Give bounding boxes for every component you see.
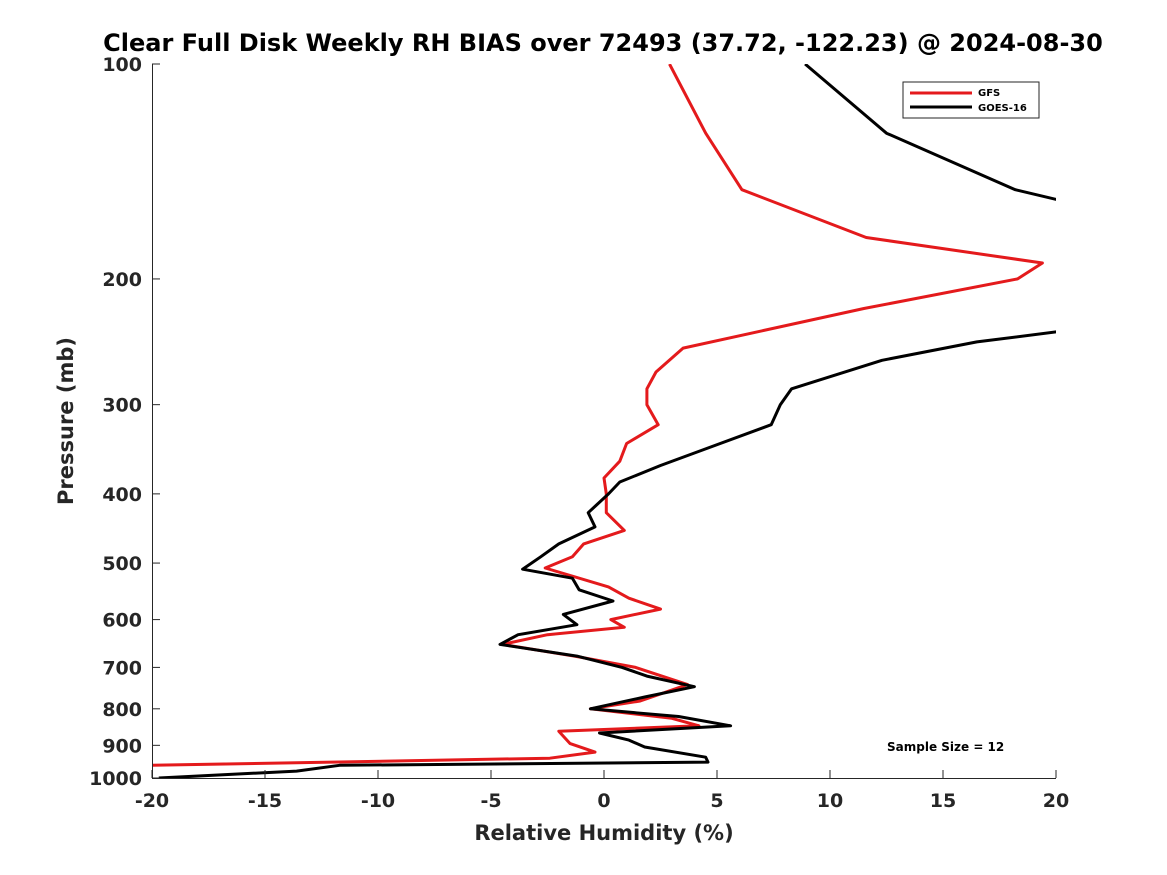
legend-box — [902, 81, 1040, 119]
legend: GFS GOES-16 — [902, 81, 1040, 119]
y-tick-label: 100 — [102, 54, 142, 76]
y-tick-label: 300 — [102, 395, 142, 417]
x-tick-label: 5 — [710, 790, 723, 812]
chart-title: Clear Full Disk Weekly RH BIAS over 7249… — [103, 29, 1103, 57]
series-layer — [152, 64, 1056, 778]
y-tick-label: 400 — [102, 484, 142, 506]
x-ticks: -20 -15 -10 -5 0 5 10 15 20 — [135, 770, 1069, 812]
x-tick-label: -15 — [248, 790, 282, 812]
y-ticks: 100 200 300 400 500 600 700 800 900 1000 — [89, 54, 160, 790]
y-tick-label: 600 — [102, 610, 142, 632]
y-tick-label: 500 — [102, 553, 142, 575]
x-tick-label: 20 — [1043, 790, 1069, 812]
legend-label-goes16: GOES-16 — [978, 103, 1027, 114]
x-tick-label: -10 — [361, 790, 395, 812]
y-tick-label: 700 — [102, 657, 142, 679]
y-tick-label: 1000 — [89, 768, 142, 790]
y-axis-label: Pressure (mb) — [54, 337, 78, 505]
legend-label-gfs: GFS — [978, 88, 1000, 99]
sample-size-annotation: Sample Size = 12 — [887, 740, 1004, 754]
x-tick-label: 15 — [930, 790, 956, 812]
y-tick-label: 200 — [102, 269, 142, 291]
plot-area: -20 -15 -10 -5 0 5 10 15 20 100 200 300 400 500 600 70… — [89, 54, 1069, 812]
x-tick-label: -5 — [480, 790, 501, 812]
y-tick-label: 800 — [102, 699, 142, 721]
x-axis-label: Relative Humidity (%) — [474, 821, 733, 845]
x-tick-label: 0 — [597, 790, 610, 812]
y-tick-label: 900 — [102, 735, 142, 757]
x-tick-label: -20 — [135, 790, 169, 812]
series-line-1 — [158, 64, 1056, 778]
x-tick-label: 10 — [817, 790, 843, 812]
